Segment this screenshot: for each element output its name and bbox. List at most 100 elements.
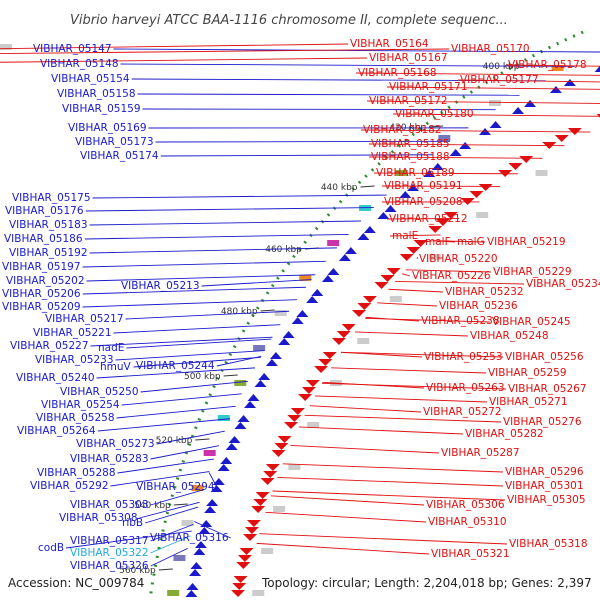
gene-label[interactable]: VIBHAR_05258 (36, 412, 115, 424)
gene-label[interactable]: VIBHAR_05188 (371, 151, 450, 163)
gene-label[interactable]: VIBHAR_05232 (445, 286, 524, 298)
leader-line (355, 72, 600, 76)
gene-label[interactable]: VIBHAR_05213 (121, 280, 200, 292)
gene-label[interactable]: VIBHAR_05287 (441, 447, 520, 459)
gene-label[interactable]: VIBHAR_05180 (395, 108, 474, 120)
gene-label[interactable]: VIBHAR_05170 (451, 43, 530, 55)
gene-label-highlighted[interactable]: VIBHAR_05322 (70, 547, 149, 559)
gene-label[interactable]: VIBHAR_05191 (384, 180, 463, 192)
gene-label[interactable]: VIBHAR_05208 (384, 196, 463, 208)
reverse-gene-arrow (237, 555, 252, 562)
gene-label[interactable]: VIBHAR_05171 (389, 81, 468, 93)
gene-label[interactable]: nadE (98, 342, 124, 354)
gene-label[interactable]: VIBHAR_05288 (37, 467, 116, 479)
gene-label[interactable]: VIBHAR_05168 (358, 67, 437, 79)
gene-label[interactable]: VIBHAR_05264 (17, 425, 96, 437)
gene-label[interactable]: VIBHAR_05308 (59, 512, 138, 524)
gene-label[interactable]: VIBHAR_05254 (41, 399, 120, 411)
gene-label[interactable]: VIBHAR_05217 (45, 313, 124, 325)
gene-label[interactable]: VIBHAR_05185 (371, 138, 450, 150)
gene-label[interactable]: VIBHAR_05306 (426, 499, 505, 511)
leader-line (89, 247, 337, 254)
gene-label[interactable]: VIBHAR_05273 (76, 438, 155, 450)
gene-label[interactable]: VIBHAR_05197 (2, 261, 81, 273)
gene-label[interactable]: VIBHAR_05209 (2, 301, 81, 313)
gene-label[interactable]: VIBHAR_05250 (60, 386, 139, 398)
gene-label[interactable]: VIBHAR_05253 (424, 351, 503, 363)
gene-label[interactable]: VIBHAR_05234 (526, 278, 600, 290)
gene-label[interactable]: VIBHAR_05238 (421, 315, 500, 327)
gene-label[interactable]: VIBHAR_05229 (493, 266, 572, 278)
gene-label[interactable]: VIBHAR_05178 (508, 59, 587, 71)
gene-label[interactable]: VIBHAR_05292 (30, 480, 109, 492)
gene-label[interactable]: VIBHAR_05212 (389, 213, 468, 225)
gene-label[interactable]: VIBHAR_05263 (426, 382, 505, 394)
gene-label[interactable]: VIBHAR_05159 (62, 103, 141, 115)
gene-label[interactable]: VIBHAR_05164 (350, 38, 429, 50)
gene-label[interactable]: VIBHAR_05272 (423, 406, 502, 418)
leader-line (389, 234, 441, 237)
gene-label[interactable]: VIBHAR_05267 (508, 383, 587, 395)
gene-label[interactable]: VIBHAR_05305 (507, 494, 586, 506)
gene-label[interactable]: VIBHAR_05236 (439, 300, 518, 312)
gene-label[interactable]: malF (425, 236, 451, 248)
gene-label[interactable]: VIBHAR_05283 (70, 453, 149, 465)
gene-label[interactable]: VIBHAR_05167 (369, 52, 448, 64)
gene-label[interactable]: VIBHAR_05177 (460, 74, 539, 86)
gene-label[interactable]: VIBHAR_05173 (75, 136, 154, 148)
gene-label[interactable]: VIBHAR_05317 (70, 535, 149, 547)
gene-label[interactable]: VIBHAR_05244 (136, 360, 215, 372)
forward-gene-arrow (237, 415, 250, 422)
gene-label[interactable]: VIBHAR_05175 (12, 192, 91, 204)
gene-label[interactable]: hmuV (100, 361, 132, 373)
leader-line (150, 445, 220, 460)
gene-label[interactable]: VIBHAR_05192 (9, 247, 88, 259)
gene-label[interactable]: VIBHAR_05206 (2, 288, 81, 300)
gene-label[interactable]: VIBHAR_05294 (136, 481, 215, 493)
leader-line (133, 356, 261, 368)
gene-label[interactable]: VIBHAR_05219 (487, 236, 566, 248)
gene-label[interactable]: VIBHAR_05158 (57, 88, 136, 100)
gene-label[interactable]: VIBHAR_05226 (412, 270, 491, 282)
gene-label[interactable]: VIBHAR_05174 (80, 150, 159, 162)
gene-label[interactable]: VIBHAR_05221 (33, 327, 112, 339)
gene-label[interactable]: VIBHAR_05301 (505, 480, 584, 492)
gene-label[interactable]: VIBHAR_05282 (465, 428, 544, 440)
gene-label[interactable]: VIBHAR_05183 (9, 219, 88, 231)
gene-label[interactable]: VIBHAR_05271 (489, 396, 568, 408)
gene-label[interactable]: VIBHAR_05220 (419, 253, 498, 265)
gene-label[interactable]: VIBHAR_05259 (488, 367, 567, 379)
gene-label[interactable]: malE (392, 230, 418, 242)
gene-label[interactable]: VIBHAR_05316 (150, 532, 229, 544)
gene-label[interactable]: VIBHAR_05172 (369, 95, 448, 107)
gene-label[interactable]: VIBHAR_05245 (492, 316, 571, 328)
gene-label[interactable]: VIBHAR_05176 (5, 205, 84, 217)
forward-gene-arrow (296, 310, 309, 317)
gene-label[interactable]: VIBHAR_05296 (505, 466, 584, 478)
gene-label[interactable]: VIBHAR_05276 (503, 416, 582, 428)
gene-label[interactable]: VIBHAR_05233 (35, 354, 114, 366)
gene-label[interactable]: VIBHAR_05202 (6, 275, 85, 287)
reverse-gene-arrow (399, 254, 414, 261)
gene-label[interactable]: VIBHAR_05189 (376, 167, 455, 179)
scale-tick-mark (429, 125, 444, 128)
gene-label[interactable]: VIBHAR_05147 (33, 43, 112, 55)
gene-label[interactable]: VIBHAR_05303 (70, 499, 149, 511)
gene-label[interactable]: VIBHAR_05318 (509, 538, 588, 550)
gene-label[interactable]: ribB (122, 517, 143, 529)
gene-label[interactable]: VIBHAR_05186 (4, 233, 83, 245)
gene-label[interactable]: VIBHAR_05321 (431, 548, 510, 560)
gene-label[interactable]: VIBHAR_05148 (40, 58, 119, 70)
gene-label[interactable]: VIBHAR_05227 (10, 340, 89, 352)
gene-label[interactable]: VIBHAR_05256 (505, 351, 584, 363)
gene-label[interactable]: VIBHAR_05248 (470, 330, 549, 342)
gene-label[interactable]: codB (38, 542, 64, 554)
gene-label[interactable]: VIBHAR_05310 (428, 516, 507, 528)
gene-label[interactable]: VIBHAR_05169 (68, 122, 147, 134)
gene-label[interactable]: VIBHAR_05154 (51, 73, 130, 85)
gene-label[interactable]: VIBHAR_05326 (70, 560, 149, 572)
gene-label[interactable]: malG (457, 236, 485, 248)
gene-label[interactable]: VIBHAR_05240 (16, 372, 95, 384)
feature-block (299, 275, 312, 281)
gene-label[interactable]: VIBHAR_05182 (363, 124, 442, 136)
